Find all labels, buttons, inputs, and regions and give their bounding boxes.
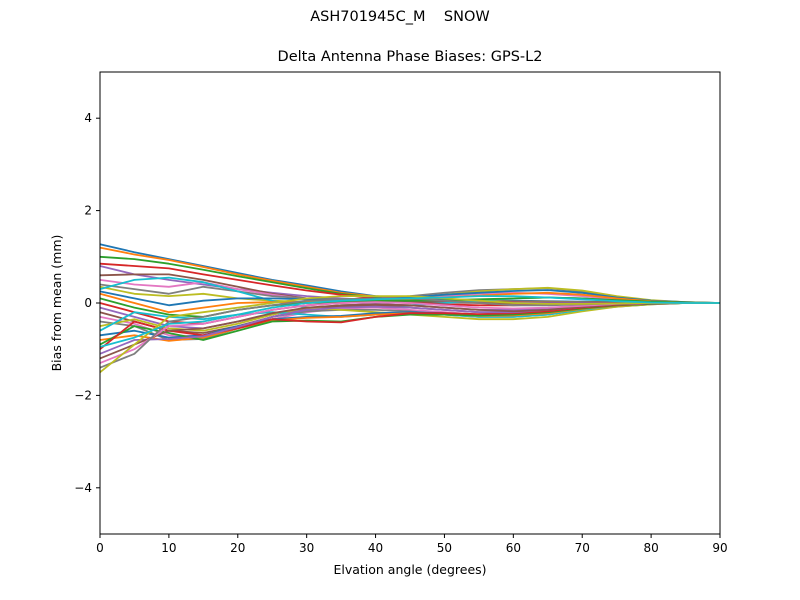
y-axis: −4 −2 0 2 4 <box>74 111 100 495</box>
series-layer <box>99 243 721 374</box>
x-tick-label: 50 <box>437 541 452 555</box>
x-tick-label: 70 <box>575 541 590 555</box>
chart-title: Delta Antenna Phase Biases: GPS-L2 <box>277 49 543 65</box>
y-tick-label: 2 <box>84 204 92 218</box>
x-tick-label: 0 <box>96 541 104 555</box>
y-axis-label: Bias from mean (mm) <box>49 235 64 372</box>
x-axis-label: Elvation angle (degrees) <box>333 562 486 577</box>
y-tick-label: −2 <box>74 388 92 402</box>
series-line-30 <box>99 295 720 348</box>
x-tick-label: 60 <box>506 541 521 555</box>
x-tick-label: 40 <box>368 541 383 555</box>
x-tick-label: 10 <box>161 541 176 555</box>
y-tick-label: 4 <box>84 111 92 125</box>
series-line-29 <box>99 295 720 374</box>
x-axis: 0 10 20 30 40 50 60 70 80 90 <box>96 534 728 555</box>
x-tick-label: 90 <box>712 541 727 555</box>
x-tick-label: 80 <box>643 541 658 555</box>
figure-suptitle: ASH701945C_M SNOW <box>310 9 490 25</box>
x-tick-label: 30 <box>299 541 314 555</box>
y-tick-label: −4 <box>74 481 92 495</box>
y-tick-label: 0 <box>84 296 92 310</box>
x-tick-label: 20 <box>230 541 245 555</box>
